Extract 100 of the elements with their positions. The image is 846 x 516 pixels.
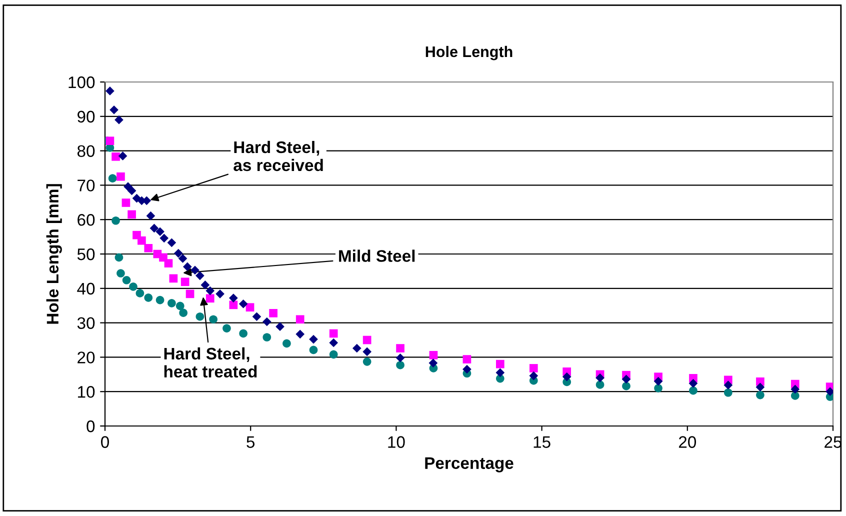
point xyxy=(222,324,231,332)
point xyxy=(164,259,173,268)
y-tick-label: 0 xyxy=(86,420,95,432)
point xyxy=(790,384,800,394)
point xyxy=(168,299,176,308)
point xyxy=(329,338,338,348)
point xyxy=(176,302,184,310)
point xyxy=(114,253,124,262)
point xyxy=(689,386,698,395)
point xyxy=(118,152,128,160)
point xyxy=(428,358,438,368)
point xyxy=(622,382,630,390)
point xyxy=(252,312,262,322)
point xyxy=(190,266,200,275)
point xyxy=(362,347,372,356)
point xyxy=(229,300,238,310)
point xyxy=(216,289,224,298)
point xyxy=(724,388,732,397)
point xyxy=(262,333,272,342)
y-tick-label: 100 xyxy=(68,76,95,88)
point xyxy=(562,372,572,382)
point xyxy=(396,360,404,370)
point xyxy=(396,353,405,362)
y-tick-label: 20 xyxy=(78,352,95,364)
point xyxy=(108,174,117,182)
point xyxy=(596,373,604,382)
y-tick-label: 60 xyxy=(78,214,95,226)
point xyxy=(352,344,362,353)
y-tick-label: 50 xyxy=(77,248,95,260)
point xyxy=(622,374,631,384)
point xyxy=(178,254,188,263)
point xyxy=(724,380,733,390)
point xyxy=(209,315,218,324)
point xyxy=(206,294,214,303)
x-tick-label: 20 xyxy=(678,436,696,448)
point xyxy=(169,274,178,283)
point xyxy=(110,105,118,114)
point xyxy=(596,380,604,389)
point xyxy=(756,382,765,392)
point xyxy=(144,244,153,252)
point xyxy=(122,276,131,284)
point xyxy=(529,364,538,372)
annotation: Mild Steel xyxy=(339,250,415,262)
y-tick-label: 10 xyxy=(78,386,95,398)
point xyxy=(186,290,194,298)
point xyxy=(174,248,183,258)
point xyxy=(180,278,190,286)
y-axis-title: Hole Length [mm] xyxy=(46,184,62,324)
y-tick-label: 30 xyxy=(77,317,95,330)
point xyxy=(160,234,169,243)
point xyxy=(529,371,538,380)
point xyxy=(239,329,248,338)
point xyxy=(116,172,125,181)
annotation: Hard Steel, heat treated xyxy=(164,347,257,378)
point xyxy=(296,315,304,324)
point xyxy=(122,198,130,207)
point xyxy=(200,280,210,290)
point xyxy=(116,269,125,278)
point xyxy=(182,262,192,272)
point xyxy=(756,390,764,400)
point xyxy=(112,216,120,225)
y-tick-label: 80 xyxy=(77,145,95,158)
point xyxy=(167,238,176,248)
point xyxy=(496,368,505,378)
x-tick-label: 5 xyxy=(246,436,255,448)
point xyxy=(106,136,114,145)
y-tick-label: 70 xyxy=(78,180,95,192)
point xyxy=(156,227,164,236)
x-axis-title: Percentage xyxy=(425,457,514,472)
point xyxy=(496,360,504,368)
x-tick-label: 10 xyxy=(388,436,405,448)
point xyxy=(112,152,120,161)
point xyxy=(329,350,338,359)
point xyxy=(329,329,338,338)
point xyxy=(654,376,663,386)
point xyxy=(144,294,153,302)
point xyxy=(462,364,472,374)
point xyxy=(654,384,662,392)
point xyxy=(146,211,156,220)
point xyxy=(362,336,372,344)
point xyxy=(462,355,472,364)
point xyxy=(309,346,318,354)
point xyxy=(127,186,136,196)
y-tick-label: 90 xyxy=(78,110,95,123)
point xyxy=(156,296,164,304)
point xyxy=(790,392,800,400)
point xyxy=(282,339,291,348)
chart-title: Hole Length xyxy=(426,46,512,60)
annotation: Hard Steel, as received xyxy=(234,140,323,172)
point xyxy=(206,286,215,296)
point xyxy=(128,210,136,219)
point xyxy=(396,344,404,352)
point xyxy=(688,378,698,388)
point xyxy=(429,350,438,360)
point xyxy=(309,334,318,344)
point xyxy=(150,224,159,233)
point xyxy=(229,294,238,302)
point xyxy=(246,303,254,312)
point xyxy=(296,330,305,339)
point xyxy=(196,312,204,321)
